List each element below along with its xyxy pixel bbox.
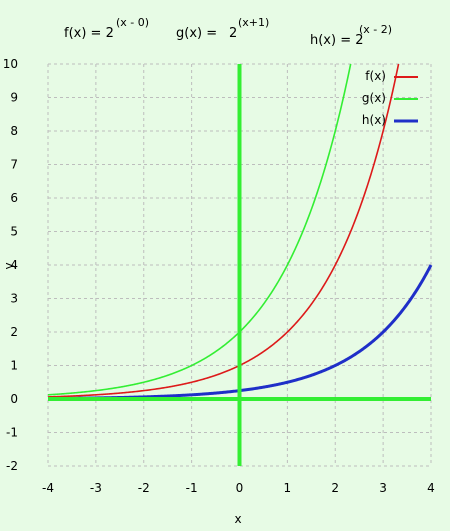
series-line-fx <box>47 63 400 398</box>
x-tick-label: 3 <box>379 481 387 495</box>
y-tick-label: -1 <box>6 426 18 440</box>
x-tick-label: -1 <box>186 481 198 495</box>
y-tick-label: -2 <box>6 459 18 473</box>
y-tick-label: 9 <box>10 91 18 105</box>
y-axis-label: y <box>2 262 16 269</box>
y-tick-label: 8 <box>10 124 18 138</box>
equation-g-exponent: (x+1) <box>238 16 269 29</box>
equation-f-exponent: (x - 0) <box>116 16 149 29</box>
equation-h-exponent: (x - 2) <box>359 23 392 36</box>
x-tick-label: 1 <box>284 481 292 495</box>
y-tick-label: 4 <box>10 258 18 272</box>
x-tick-label: -3 <box>90 481 102 495</box>
legend-label: f(x) <box>365 69 386 83</box>
legend: f(x) g(x) h(x) <box>362 69 418 127</box>
x-tick-label: 2 <box>331 481 339 495</box>
equation-g-base-number: 2 <box>229 26 237 41</box>
x-tick-label: -2 <box>138 481 150 495</box>
legend-label: g(x) <box>362 91 386 105</box>
y-tick-label: 6 <box>10 191 18 205</box>
y-tick-label: 10 <box>3 57 18 71</box>
y-tick-label: 1 <box>10 359 18 373</box>
equation-g-base: g(x) = <box>176 26 217 41</box>
y-tick-label: 7 <box>10 158 18 172</box>
y-tick-label: 2 <box>10 325 18 339</box>
axes <box>48 64 431 466</box>
equation-h-base: h(x) = 2 <box>310 33 364 48</box>
equation-f: f(x) = 2 (x - 0) <box>64 16 149 41</box>
x-axis-label: x <box>234 512 241 526</box>
x-tick-label: 0 <box>236 481 244 495</box>
series-line-gx <box>47 63 352 396</box>
tick-labels: -4 -3 -2 -1 0 1 2 3 4 -2 -1 0 1 2 3 4 5 6 7 8 9 10 <box>3 57 435 495</box>
y-tick-label: 5 <box>10 225 18 239</box>
y-tick-label: 3 <box>10 292 18 306</box>
x-tick-label: -4 <box>42 481 54 495</box>
legend-label: h(x) <box>362 113 386 127</box>
y-tick-label: 0 <box>10 392 18 406</box>
equation-h: h(x) = 2 (x - 2) <box>310 23 392 48</box>
equation-f-base: f(x) = 2 <box>64 26 114 41</box>
x-tick-label: 4 <box>427 481 435 495</box>
equation-g: g(x) = 2 (x+1) <box>176 16 269 41</box>
